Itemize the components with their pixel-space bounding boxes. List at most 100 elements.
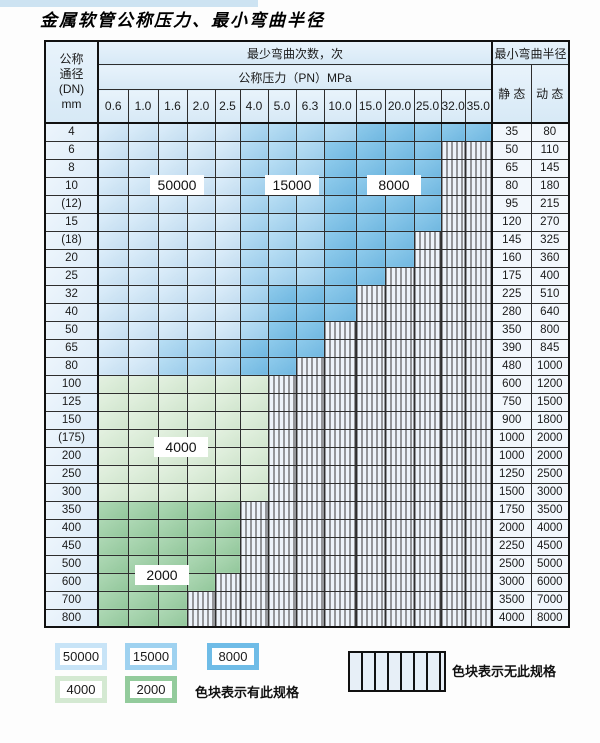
grid-cell-4000: [239, 464, 269, 484]
legend: 50000 15000 8000 4000 2000 色块表示有此规格 色块表示…: [0, 640, 600, 720]
grid-cell-no-spec: [464, 374, 494, 394]
grid-cell-4000: [239, 410, 269, 430]
grid-cell-no-spec: [355, 608, 386, 628]
grid-cell-15000: [295, 266, 325, 286]
table-row: 20 160 360: [44, 248, 570, 268]
grid-cell-2000: [127, 536, 159, 556]
grid-cell-no-spec: [440, 536, 466, 556]
grid-cell-no-spec: [384, 302, 415, 322]
dynamic-radius-cell: 325: [530, 230, 570, 250]
grid-cell-no-spec: [413, 248, 442, 268]
static-radius-cell: 3000: [491, 572, 532, 592]
static-radius-cell: 1250: [491, 464, 532, 484]
grid-cell-50000: [157, 302, 188, 322]
grid-cell-no-spec: [440, 338, 466, 358]
grid-cell-15000: [239, 212, 269, 232]
grid-cell-8000: [239, 356, 269, 376]
grid-cell-no-spec: [440, 320, 466, 340]
pressure-tick: 4.0: [239, 89, 269, 124]
grid-cell-4000: [157, 374, 188, 394]
grid-cell-no-spec: [295, 428, 325, 448]
grid-cell-4000: [214, 464, 241, 484]
table-row: 80 480 1000: [44, 356, 570, 376]
grid-cell-15000: [295, 122, 325, 142]
grid-cell-2000: [186, 536, 216, 556]
grid-cell-2000: [214, 518, 241, 538]
grid-cell-no-spec: [440, 392, 466, 412]
grid-cell-2000: [186, 500, 216, 520]
grid-cell-15000: [295, 248, 325, 268]
grid-cell-15000: [239, 320, 269, 340]
grid-cell-no-spec: [323, 410, 357, 430]
grid-cell-no-spec: [413, 392, 442, 412]
grid-cell-2000: [97, 590, 129, 610]
grid-cell-8000: [295, 338, 325, 358]
static-radius-cell: 750: [491, 392, 532, 412]
grid-cell-50000: [186, 320, 216, 340]
grid-cell-no-spec: [323, 500, 357, 520]
pressure-tick: 15.0: [355, 89, 386, 124]
grid-cell-no-spec: [355, 284, 386, 304]
dn-cell: 20: [44, 248, 99, 268]
grid-cell-8000: [384, 230, 415, 250]
grid-cell-no-spec: [413, 518, 442, 538]
grid-cell-15000: [239, 194, 269, 214]
grid-cell-no-spec: [464, 554, 494, 574]
grid-cell-no-spec: [464, 230, 494, 250]
grid-cell-8000: [295, 320, 325, 340]
static-column-header: 静 态: [491, 64, 532, 124]
pressure-tick: 0.6: [97, 89, 129, 124]
static-radius-cell: 80: [491, 176, 532, 196]
grid-cell-8000: [355, 140, 386, 160]
grid-cell-2000: [127, 608, 159, 628]
grid-cell-50000: [127, 158, 159, 178]
grid-cell-no-spec: [440, 302, 466, 322]
grid-cell-no-spec: [295, 446, 325, 466]
dynamic-radius-cell: 2000: [530, 428, 570, 448]
grid-cell-8000: [323, 248, 357, 268]
grid-cell-8000: [323, 194, 357, 214]
grid-cell-8000: [413, 194, 442, 214]
dn-cell: 700: [44, 590, 99, 610]
grid-cell-no-spec: [384, 572, 415, 592]
grid-cell-no-spec: [413, 338, 442, 358]
grid-cell-no-spec: [464, 302, 494, 322]
static-radius-cell: 175: [491, 266, 532, 286]
legend-swatch-8000: 8000: [207, 643, 259, 670]
grid-cell-4000: [127, 464, 159, 484]
grid-cell-50000: [186, 266, 216, 286]
grid-cell-50000: [127, 248, 159, 268]
dn-cell: 65: [44, 338, 99, 358]
grid-cell-50000: [214, 230, 241, 250]
dn-cell: 600: [44, 572, 99, 592]
grid-cell-no-spec: [323, 554, 357, 574]
grid-cell-no-spec: [186, 590, 216, 610]
grid-cell-50000: [214, 212, 241, 232]
grid-cell-50000: [127, 338, 159, 358]
grid-cell-no-spec: [267, 428, 297, 448]
dn-cell: 200: [44, 446, 99, 466]
grid-cell-no-spec: [413, 608, 442, 628]
grid-cell-2000: [97, 500, 129, 520]
grid-cell-50000: [214, 320, 241, 340]
legend-swatch-label: 2000: [130, 681, 172, 698]
grid-cell-no-spec: [323, 464, 357, 484]
grid-cell-no-spec: [413, 266, 442, 286]
page-title: 金属软管公称压力、最小弯曲半径: [40, 11, 325, 30]
grid-cell-no-spec: [464, 518, 494, 538]
grid-cell-no-spec: [384, 464, 415, 484]
grid-cell-no-spec: [440, 410, 466, 430]
grid-cell-4000: [97, 482, 129, 502]
grid-cell-no-spec: [440, 428, 466, 448]
grid-cell-2000: [157, 500, 188, 520]
grid-cell-4000: [127, 410, 159, 430]
grid-cell-no-spec: [214, 590, 241, 610]
grid-cell-no-spec: [295, 482, 325, 502]
table-row: 700 3500 7000: [44, 590, 570, 610]
grid-cell-no-spec: [214, 608, 241, 628]
dynamic-radius-cell: 400: [530, 266, 570, 286]
grid-cell-no-spec: [355, 536, 386, 556]
dn-cell: 25: [44, 266, 99, 286]
dn-header-line: 通径: [59, 67, 84, 81]
grid-cell-no-spec: [295, 392, 325, 412]
